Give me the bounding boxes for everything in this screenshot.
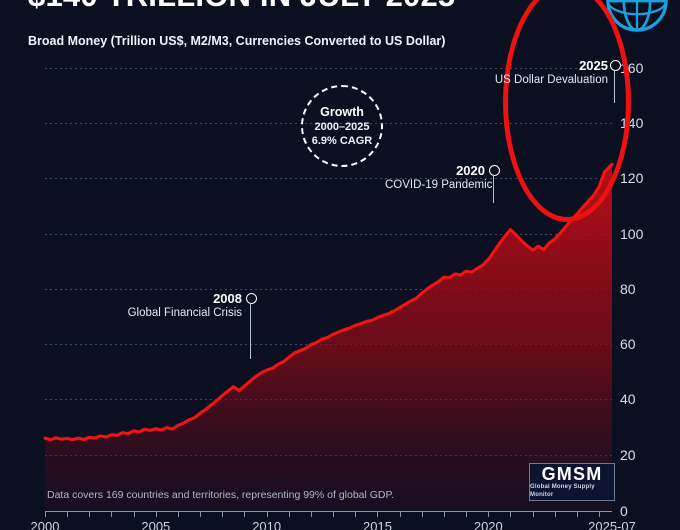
growth-badge-period: 2000–2025	[314, 120, 370, 133]
x-axis-tick-label: 2000	[30, 519, 60, 530]
x-axis-tick	[310, 511, 312, 517]
x-axis-tick-label: 2020	[473, 519, 503, 530]
annotation-2020-year: 2020	[456, 163, 485, 178]
x-axis-tick	[89, 511, 91, 517]
footnote: Data covers 169 countries and territorie…	[47, 489, 395, 501]
annotation-2008-label: Global Financial Crisis	[127, 307, 242, 319]
x-axis-tick	[532, 511, 534, 517]
x-axis-tick	[510, 511, 512, 517]
gridline	[45, 288, 612, 290]
annotation-2025-year: 2025	[579, 58, 608, 73]
x-axis-tick	[554, 511, 556, 517]
growth-badge-title: Growth	[320, 104, 364, 119]
y-axis-tick-label: 100	[620, 225, 644, 242]
plot-area	[43, 40, 614, 510]
annotation-2008-marker	[246, 293, 257, 304]
x-axis-tick	[443, 511, 445, 517]
y-axis-tick-label: 80	[620, 280, 636, 297]
x-axis-tick	[576, 511, 578, 517]
gmsm-logo-mark: GMSM	[541, 464, 603, 484]
gridline	[45, 178, 612, 180]
x-axis-tick	[421, 511, 423, 517]
chart-line	[43, 162, 614, 442]
globe-icon	[606, 0, 668, 32]
gridline	[45, 67, 612, 69]
gridline	[45, 233, 612, 235]
x-axis-tick	[222, 511, 224, 517]
x-axis-tick	[355, 511, 357, 517]
annotation-2025-stem	[614, 70, 616, 103]
x-axis-tick	[599, 511, 601, 517]
x-axis-tick-label: 2010	[252, 519, 282, 530]
x-axis-tick	[155, 511, 157, 517]
page-title: $140 TRILLION IN JULY 2025	[28, 0, 455, 14]
annotation-2020-label: COVID-19 Pandemic	[385, 179, 493, 191]
y-axis-tick-label: 60	[620, 336, 636, 353]
annotation-2008-year: 2008	[213, 291, 242, 306]
gmsm-logo: GMSM Global Money Supply Monitor	[529, 463, 615, 501]
x-axis-tick-label: 2025-07	[588, 519, 636, 530]
annotation-2025-marker	[610, 60, 621, 71]
chart-subtitle: Broad Money (Trillion US$, M2/M3, Curren…	[28, 34, 452, 48]
x-axis-tick	[200, 511, 202, 517]
line-chart-canvas	[43, 162, 614, 510]
x-axis-tick	[288, 511, 290, 517]
y-axis-tick-label: 120	[620, 170, 644, 187]
x-axis-tick	[377, 511, 379, 517]
annotation-2008-stem	[250, 303, 252, 359]
x-axis-tick	[266, 511, 268, 517]
x-axis-tick	[133, 511, 135, 517]
x-axis-tick	[67, 511, 69, 517]
x-axis-line	[45, 511, 612, 512]
x-axis-tick	[177, 511, 179, 517]
x-axis-tick-label: 2005	[141, 519, 171, 530]
annotation-2020: 2020 COVID-19 Pandemic	[385, 163, 500, 203]
x-axis-tick	[244, 511, 246, 517]
x-axis-tick	[45, 511, 46, 517]
annotation-2020-marker	[489, 165, 500, 176]
highlight-ellipse	[503, 0, 631, 222]
gmsm-logo-name: Global Money Supply Monitor	[530, 484, 595, 498]
annotation-2025-label: US Dollar Devaluation	[494, 74, 608, 86]
annotation-2008: 2008 Global Financial Crisis	[122, 291, 257, 359]
x-axis-tick	[466, 511, 468, 517]
growth-badge: Growth 2000–2025 6.9% CAGR	[301, 85, 383, 167]
x-axis-tick	[111, 511, 113, 517]
y-axis-zero-label: 0	[620, 503, 628, 519]
annotation-2025: 2025 US Dollar Devaluation	[492, 58, 621, 103]
y-axis-tick-label: 20	[620, 446, 636, 463]
x-axis-tick	[399, 511, 401, 517]
growth-badge-cagr: 6.9% CAGR	[311, 134, 373, 147]
y-axis-tick-label: 40	[620, 391, 636, 408]
annotation-2020-stem	[493, 175, 495, 203]
x-axis-tick	[333, 511, 335, 517]
x-axis-tick	[488, 511, 490, 517]
x-axis-tick-label: 2015	[363, 519, 392, 530]
